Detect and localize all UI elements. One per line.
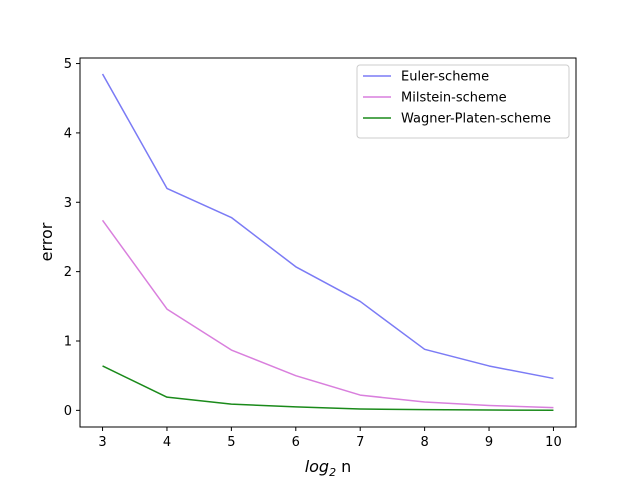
series-line-milstein-scheme (101, 219, 554, 409)
x-axis-label-suffix: n (336, 457, 351, 476)
y-axis-label: error (37, 222, 56, 261)
x-axis: 3 4 5 6 7 8 9 10 (98, 427, 562, 450)
legend-entry-label: Wagner-Platen-scheme (401, 112, 551, 127)
legend-entry-label: Euler-scheme (401, 70, 489, 85)
legend-box (356, 64, 570, 139)
x-axis-label-base: log (305, 457, 329, 476)
y-axis: 0 1 2 3 4 5 (64, 57, 80, 419)
x-tick-label: 7 (356, 435, 364, 450)
y-tick-label: 4 (64, 126, 72, 141)
y-tick-label: 2 (64, 265, 72, 280)
x-tick-label: 3 (98, 435, 106, 450)
x-axis-label-subscript: 2 (329, 466, 336, 479)
plot-frame (79, 57, 577, 428)
legend: Euler-scheme Milstein-scheme Wagner-Platen… (356, 64, 570, 139)
x-tick-label: 10 (545, 435, 562, 450)
series-layer (101, 73, 554, 411)
series-line-euler-scheme (101, 73, 554, 380)
y-tick-label: 1 (64, 334, 72, 349)
x-tick-label: 5 (227, 435, 235, 450)
legend-entry-label: Milstein-scheme (401, 91, 507, 106)
y-tick-label: 5 (64, 57, 72, 72)
series-line-wagner-platen-scheme (102, 365, 554, 411)
y-tick-label: 0 (64, 404, 72, 419)
x-axis-label: log2 n (305, 457, 352, 479)
x-tick-label: 6 (292, 435, 300, 450)
x-tick-label: 9 (485, 435, 493, 450)
x-tick-label: 8 (420, 435, 428, 450)
y-tick-label: 3 (64, 196, 72, 211)
x-tick-label: 4 (163, 435, 171, 450)
